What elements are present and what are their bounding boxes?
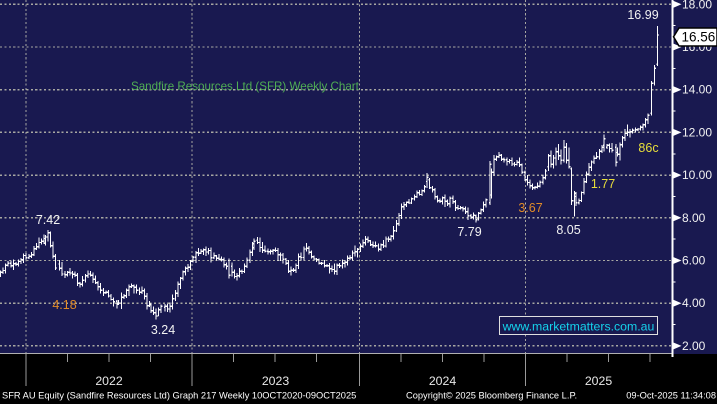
svg-text:2023: 2023 [262,374,290,388]
svg-text:SFR AU Equity (Sandfire Resour: SFR AU Equity (Sandfire Resources Ltd) G… [2,391,356,401]
svg-text:8.00: 8.00 [682,211,706,225]
svg-text:6.00: 6.00 [682,254,706,268]
svg-text:16.56: 16.56 [682,30,716,45]
svg-text:Sandfire Resources Ltd (SFR) W: Sandfire Resources Ltd (SFR) Weekly Char… [131,80,360,93]
svg-text:8.05: 8.05 [556,223,580,237]
svg-text:2024: 2024 [429,374,457,388]
svg-text:2022: 2022 [95,374,123,388]
svg-text:14.00: 14.00 [682,83,712,97]
svg-text:www.marketmatters.com.au: www.marketmatters.com.au [502,320,655,334]
svg-text:16.99: 16.99 [627,8,658,22]
svg-text:7.79: 7.79 [457,225,481,239]
svg-text:10.00: 10.00 [682,168,712,182]
svg-text:Copyright© 2025 Bloomberg Fina: Copyright© 2025 Bloomberg Finance L.P. [406,391,577,401]
svg-text:18.00: 18.00 [682,0,712,11]
svg-text:3.24: 3.24 [151,323,175,337]
svg-text:4.00: 4.00 [682,296,706,310]
svg-text:12.00: 12.00 [682,125,712,139]
svg-text:7.42: 7.42 [36,213,60,227]
svg-text:4.18: 4.18 [52,298,76,312]
svg-text:09-Oct-2025 11:34:08: 09-Oct-2025 11:34:08 [626,391,716,401]
svg-text:2.00: 2.00 [682,339,706,353]
svg-text:3.67: 3.67 [518,201,542,215]
svg-text:86c: 86c [638,141,658,155]
svg-text:1.77: 1.77 [591,177,615,191]
svg-text:2025: 2025 [585,374,613,388]
